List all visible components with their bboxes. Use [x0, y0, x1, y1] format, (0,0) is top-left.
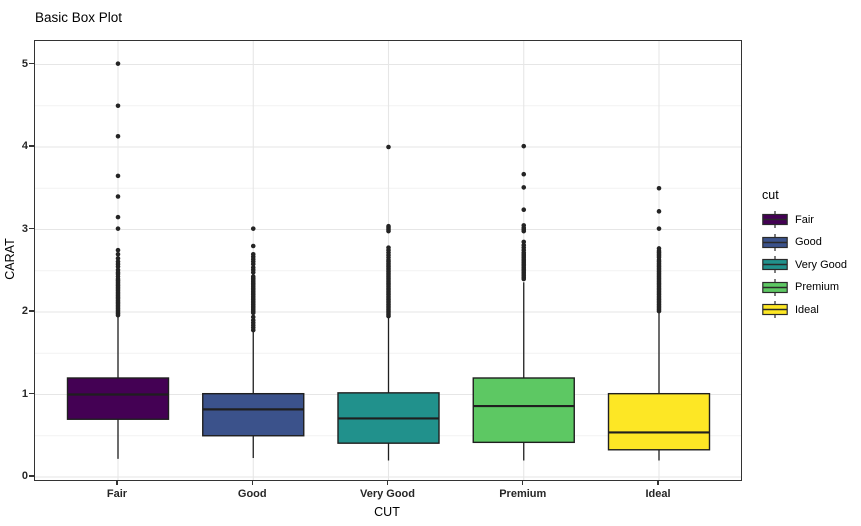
legend-item-Good: Good: [762, 233, 847, 251]
outlier-Fair: [115, 251, 121, 257]
outlier-Good: [250, 314, 256, 320]
outlier-Ideal: [656, 185, 662, 191]
legend-label: Premium: [795, 281, 840, 294]
chart-title: Basic Box Plot: [35, 10, 123, 25]
outlier-Fair: [115, 226, 121, 231]
outlier-Good: [250, 226, 256, 231]
box-Ideal: [607, 392, 711, 451]
y-tick-mark: [29, 475, 34, 477]
outlier-Fair: [115, 267, 121, 273]
outlier-Fair: [115, 259, 121, 264]
outlier-Fair: [115, 247, 121, 253]
box-Fair: [66, 377, 170, 420]
legend-key-icon: [762, 278, 788, 296]
x-axis-title: CUT: [374, 505, 400, 519]
outlier-Premium: [521, 223, 527, 228]
legend-label: Good: [795, 236, 822, 249]
x-tick-label: Very Good: [359, 488, 416, 500]
plot-panel: [34, 40, 742, 481]
legend-label: Ideal: [795, 303, 819, 316]
legend-label: Very Good: [795, 258, 847, 271]
box-Good: [202, 392, 305, 437]
legend-title: cut: [762, 188, 779, 202]
legend-key-icon: [762, 211, 788, 228]
outlier-Fair: [115, 133, 121, 139]
outlier-Good: [250, 243, 256, 249]
outlier-Very Good: [386, 223, 391, 229]
y-tick-label: 1: [21, 387, 28, 400]
x-tick-mark: [657, 480, 659, 485]
y-tick-mark: [29, 227, 34, 230]
outlier-Fair: [115, 103, 121, 109]
outlier-Good: [250, 251, 256, 257]
legend-item-Fair: Fair: [762, 211, 847, 228]
y-tick-label: 5: [21, 57, 28, 70]
outlier-Fair: [115, 61, 121, 66]
legend-item-Very Good: Very Good: [762, 256, 847, 274]
y-tick-label: 3: [21, 222, 28, 235]
outlier-Very Good: [386, 245, 391, 250]
box-Premium: [472, 377, 575, 444]
legend: cut Fair Good Very Good Premium Ideal: [762, 188, 847, 324]
legend-label: Fair: [795, 213, 814, 226]
outlier-Premium: [521, 185, 527, 190]
outlier-Good: [250, 265, 256, 270]
y-tick-mark: [29, 145, 34, 147]
x-tick-mark: [522, 480, 524, 485]
legend-items: Fair Good Very Good Premium Ideal: [762, 211, 847, 319]
x-tick-mark: [386, 480, 389, 485]
outlier-Very Good: [386, 144, 391, 150]
legend-item-Ideal: Ideal: [762, 301, 847, 319]
legend-item-Premium: Premium: [762, 278, 847, 296]
y-tick-label: 4: [21, 140, 28, 152]
y-axis-title: CARAT: [3, 238, 17, 280]
x-tick-label: Fair: [106, 488, 128, 500]
outlier-Fair: [115, 173, 121, 179]
y-tick-label: 2: [21, 305, 28, 317]
outlier-Ideal: [656, 226, 662, 231]
outlier-Premium: [521, 143, 527, 149]
x-tick-label: Good: [237, 488, 267, 500]
outlier-Good: [250, 274, 256, 279]
y-tick-mark: [29, 62, 34, 65]
legend-key-icon: [762, 233, 788, 251]
outlier-Ideal: [656, 246, 662, 251]
outlier-Premium: [521, 207, 527, 212]
x-tick-label: Premium: [499, 488, 547, 500]
x-tick-label: Ideal: [645, 488, 671, 500]
outlier-Premium: [521, 242, 527, 248]
y-tick-label: 0: [21, 470, 28, 482]
legend-key-icon: [762, 301, 788, 319]
outlier-Fair: [115, 256, 121, 261]
y-tick-mark: [29, 392, 34, 395]
outlier-Premium: [521, 239, 527, 245]
x-tick-mark: [116, 480, 118, 485]
outlier-Fair: [115, 214, 121, 220]
boxplot-canvas: [35, 41, 741, 480]
outlier-Premium: [521, 171, 527, 177]
x-tick-mark: [251, 480, 253, 485]
outlier-Good: [250, 317, 256, 323]
legend-key-icon: [762, 256, 788, 274]
outlier-Ideal: [656, 209, 662, 214]
outlier-Fair: [115, 194, 121, 199]
y-tick-mark: [29, 310, 34, 312]
